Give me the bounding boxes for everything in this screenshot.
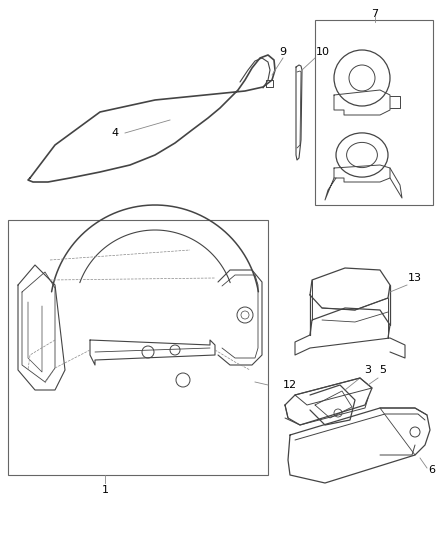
- Bar: [8, 220, 267, 475]
- Text: 9: 9: [279, 47, 286, 57]
- Text: 12: 12: [283, 380, 297, 390]
- Text: 4: 4: [111, 128, 118, 138]
- Text: 3: 3: [364, 365, 371, 375]
- Text: 10: 10: [315, 47, 329, 57]
- Bar: [314, 20, 432, 205]
- Text: 7: 7: [371, 9, 378, 19]
- Text: 6: 6: [427, 465, 434, 475]
- Text: 5: 5: [378, 365, 385, 375]
- Text: 1: 1: [101, 485, 108, 495]
- Text: 13: 13: [407, 273, 421, 283]
